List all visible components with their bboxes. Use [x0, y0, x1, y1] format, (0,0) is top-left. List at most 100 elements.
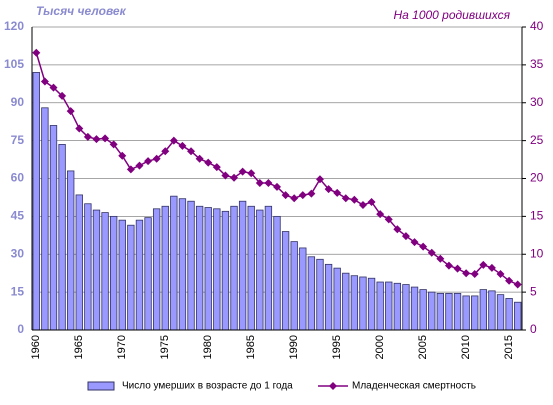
bar — [428, 291, 436, 331]
bar — [333, 267, 341, 331]
marker — [384, 215, 393, 224]
marker — [358, 201, 367, 210]
y-tick-label: 0 — [17, 322, 24, 336]
x-tick-label: 2010 — [460, 335, 472, 359]
marker — [212, 163, 221, 172]
bar — [281, 231, 290, 331]
y-tick-label: 60 — [11, 171, 25, 185]
legend-swatch — [329, 382, 337, 390]
marker — [118, 151, 127, 160]
bar — [307, 256, 316, 331]
marker — [83, 132, 92, 141]
bar — [144, 217, 152, 331]
marker — [230, 173, 239, 182]
bar — [238, 200, 247, 331]
x-tick-label: 1960 — [30, 335, 42, 359]
marker — [40, 77, 49, 86]
x-tick-label: 1980 — [202, 335, 214, 359]
marker — [505, 276, 514, 285]
marker — [264, 179, 273, 188]
y-tick-label: 75 — [11, 133, 25, 147]
marker — [101, 134, 110, 143]
marker — [161, 147, 170, 156]
marker — [341, 194, 350, 203]
y-tick-label: 105 — [4, 57, 24, 71]
marker — [290, 194, 299, 203]
marker — [496, 269, 505, 278]
y-tick-label: 45 — [11, 209, 25, 223]
bar — [324, 263, 333, 331]
bar — [101, 212, 109, 331]
bar — [221, 210, 230, 331]
bar — [342, 272, 350, 331]
marker — [315, 175, 324, 184]
marker — [350, 195, 359, 204]
bar — [299, 247, 307, 331]
marker — [49, 83, 58, 92]
x-tick-label: 1985 — [245, 335, 257, 359]
legend-label: Число умерших в возрасте до 1 года — [122, 381, 293, 392]
marker — [513, 280, 522, 289]
bar — [471, 295, 479, 331]
marker — [92, 135, 101, 144]
bar — [479, 289, 487, 331]
marker — [393, 225, 402, 234]
bar — [436, 292, 445, 331]
marker — [298, 191, 307, 200]
bar — [290, 241, 298, 331]
marker — [109, 140, 118, 149]
bar — [445, 292, 453, 331]
y2-axis-title: На 1000 родившихся — [393, 8, 510, 22]
bar — [187, 200, 195, 331]
y-tick-label: 90 — [11, 95, 25, 109]
marker — [462, 269, 471, 278]
marker — [436, 254, 445, 263]
x-tick-label: 1970 — [116, 335, 128, 359]
bar — [247, 205, 255, 331]
marker — [126, 165, 135, 174]
marker — [410, 238, 419, 247]
y-tick-label: 30 — [11, 246, 25, 260]
x-tick-label: 1975 — [159, 335, 171, 359]
marker — [427, 248, 436, 257]
marker — [204, 158, 213, 167]
y2-tick-label: 10 — [530, 246, 544, 260]
bar — [161, 205, 169, 331]
marker — [333, 188, 342, 197]
bar — [505, 298, 513, 331]
y2-tick-label: 15 — [530, 209, 544, 223]
bar — [273, 215, 281, 331]
marker — [135, 161, 144, 170]
bar — [84, 203, 92, 331]
marker — [255, 179, 264, 188]
marker — [453, 264, 462, 273]
bar — [230, 205, 238, 331]
y-tick-label: 15 — [11, 284, 25, 298]
x-tick-label: 1990 — [288, 335, 300, 359]
marker — [195, 154, 204, 163]
marker — [367, 197, 376, 206]
marker — [144, 157, 153, 166]
marker — [419, 242, 428, 251]
bar — [32, 72, 40, 331]
y2-tick-label: 40 — [530, 19, 544, 33]
marker — [187, 147, 196, 156]
y2-tick-label: 35 — [530, 57, 544, 71]
marker — [169, 136, 178, 145]
bar — [41, 107, 49, 331]
bar — [204, 207, 212, 331]
x-tick-label: 2015 — [503, 335, 515, 359]
legend-label: Младенческая смертность — [352, 381, 476, 392]
marker — [273, 182, 281, 191]
marker — [444, 261, 453, 270]
bar — [410, 286, 419, 331]
y2-tick-label: 5 — [530, 284, 537, 298]
marker — [479, 260, 488, 269]
y2-tick-label: 30 — [530, 95, 544, 109]
bar — [359, 276, 367, 331]
bar — [514, 301, 522, 331]
bar — [49, 125, 58, 331]
bar — [264, 205, 273, 331]
marker — [32, 48, 41, 57]
